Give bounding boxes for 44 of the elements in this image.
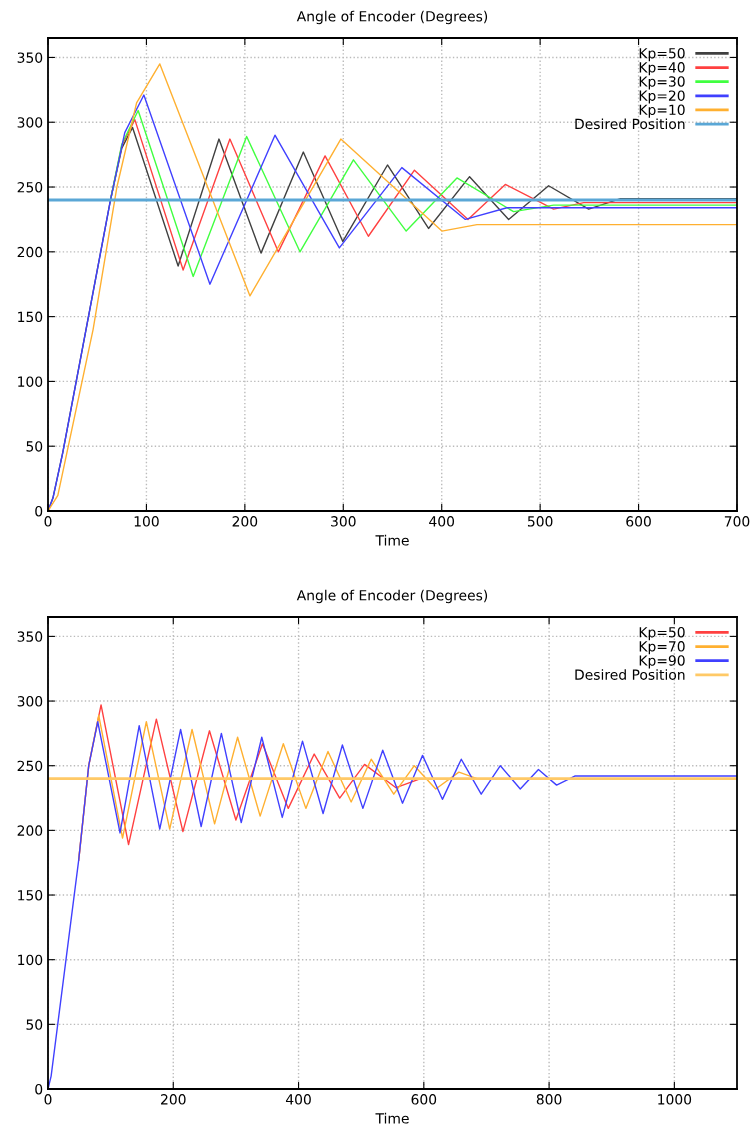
y-tick-label: 150 [18, 890, 43, 901]
chart-title: Angle of Encoder (Degrees) [296, 10, 488, 25]
y-tick-label: 100 [18, 954, 43, 966]
y-tick-label: 50 [26, 1019, 43, 1030]
y-tick-label: 0 [35, 505, 43, 517]
y-tick-label: 200 [17, 246, 43, 258]
x-axis-title: Time [375, 1112, 409, 1124]
y-tick-label: 50 [26, 441, 43, 452]
y-tick-label: 150 [18, 311, 43, 323]
legend-label: Kp=30 [639, 76, 685, 90]
legend-label: Kp=20 [639, 90, 685, 104]
x-tick-label: 1000 [658, 1094, 692, 1105]
y-tick-label: 350 [17, 52, 43, 63]
x-tick-label: 300 [331, 516, 356, 527]
legend-label: Kp=50 [639, 626, 685, 641]
y-tick-label: 0 [35, 1083, 43, 1095]
legend-label: Kp=90 [639, 655, 685, 669]
legend-label: Kp=50 [639, 47, 685, 62]
x-tick-label: 200 [232, 516, 258, 527]
x-tick-label: 500 [527, 516, 553, 527]
x-tick-label: 600 [626, 516, 651, 527]
x-tick-label: 600 [411, 1094, 437, 1105]
y-tick-label: 200 [17, 825, 43, 836]
x-tick-label: 800 [536, 1094, 562, 1105]
legend-label: Desired Position [575, 118, 685, 130]
x-tick-label: 700 [724, 516, 750, 527]
x-tick-label: 100 [134, 516, 159, 527]
y-tick-label: 250 [17, 760, 43, 772]
legend-label: Kp=70 [639, 641, 685, 655]
y-tick-label: 100 [18, 376, 43, 387]
x-axis-title: Time [375, 534, 409, 546]
x-tick-label: 400 [429, 516, 455, 527]
y-tick-label: 250 [17, 182, 43, 193]
legend-label: Kp=40 [639, 62, 685, 76]
y-tick-label: 300 [17, 696, 43, 707]
x-tick-label: 400 [285, 1094, 311, 1105]
legend-label: Desired Position [575, 669, 685, 680]
legend-label: Kp=10 [639, 104, 685, 118]
y-tick-label: 300 [17, 117, 43, 128]
x-tick-label: 0 [44, 516, 52, 527]
chart-title: Angle of Encoder (Degrees) [296, 589, 488, 604]
x-tick-label: 200 [161, 1094, 186, 1105]
y-tick-label: 350 [17, 631, 43, 642]
x-tick-label: 0 [44, 1094, 52, 1105]
